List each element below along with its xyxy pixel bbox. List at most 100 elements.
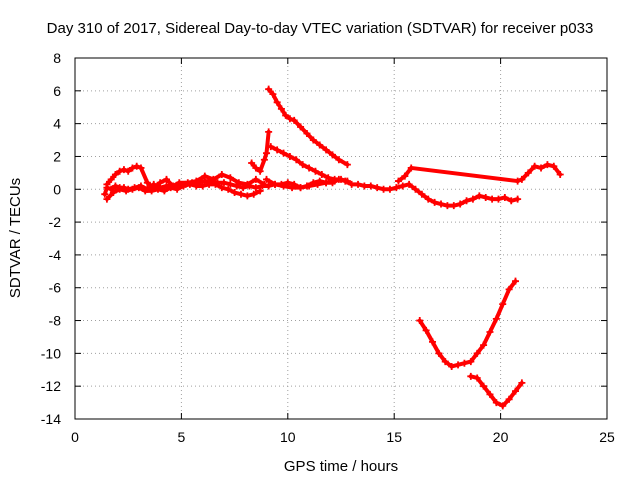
- data-point-marker: [401, 172, 409, 180]
- data-point-marker: [367, 182, 375, 190]
- data-point-marker: [243, 192, 251, 200]
- series-segment: [481, 330, 492, 348]
- data-point-marker: [460, 359, 468, 367]
- data-point-marker: [141, 187, 149, 195]
- data-point-marker: [273, 98, 281, 106]
- data-point-marker: [303, 129, 311, 137]
- data-point-marker: [407, 164, 415, 172]
- data-point-marker: [518, 379, 526, 387]
- data-point-marker: [252, 184, 260, 192]
- data-point-marker: [101, 190, 109, 198]
- data-point-marker: [309, 136, 317, 144]
- data-point-marker: [192, 182, 200, 190]
- data-point-marker: [448, 362, 456, 370]
- data-point-marker: [160, 187, 168, 195]
- data-point-marker: [282, 111, 290, 119]
- data-point-marker: [511, 387, 519, 395]
- data-point-marker: [180, 182, 188, 190]
- data-point-marker: [273, 146, 281, 154]
- data-point-marker: [386, 185, 394, 193]
- data-point-marker: [473, 374, 481, 382]
- data-point-marker: [531, 162, 539, 170]
- data-point-marker: [103, 195, 111, 203]
- data-point-marker: [305, 182, 313, 190]
- data-point-marker: [290, 116, 298, 124]
- data-point-marker: [263, 149, 271, 157]
- y-tick-label: 8: [53, 50, 61, 66]
- data-point-marker: [265, 182, 273, 190]
- data-point-marker: [505, 285, 513, 293]
- data-point-marker: [482, 193, 490, 201]
- data-point-marker: [156, 179, 164, 187]
- data-point-marker: [411, 185, 419, 193]
- data-point-marker: [543, 161, 551, 169]
- data-point-marker: [111, 182, 119, 190]
- series-pre-arc: [248, 128, 273, 175]
- data-point-marker: [209, 175, 217, 183]
- data-point-marker: [501, 193, 509, 201]
- data-point-marker: [511, 277, 519, 285]
- series-lower-curve: [467, 372, 526, 410]
- data-point-marker: [354, 180, 362, 188]
- data-point-marker: [314, 180, 322, 188]
- data-point-marker: [288, 184, 296, 192]
- data-point-marker: [173, 185, 181, 193]
- data-point-marker: [252, 175, 260, 183]
- data-point-marker: [324, 174, 332, 182]
- data-point-marker: [311, 167, 319, 175]
- data-point-marker: [348, 180, 356, 188]
- data-point-marker: [328, 151, 336, 159]
- data-point-marker: [220, 179, 228, 187]
- data-point-marker: [316, 141, 324, 149]
- data-point-marker: [128, 185, 136, 193]
- y-tick-label: -12: [41, 378, 61, 394]
- data-point-marker: [256, 187, 264, 195]
- data-point-marker: [418, 190, 426, 198]
- data-point-marker: [480, 341, 488, 349]
- x-tick-label: 0: [71, 429, 79, 445]
- data-point-marker: [218, 171, 226, 179]
- data-point-marker: [499, 402, 507, 410]
- series-upper-band: [103, 162, 268, 192]
- data-point-marker: [297, 184, 305, 192]
- data-point-marker: [286, 152, 294, 160]
- data-point-marker: [292, 156, 300, 164]
- series-segment: [494, 302, 505, 321]
- data-point-marker: [286, 115, 294, 123]
- data-point-marker: [550, 162, 558, 170]
- data-point-marker: [256, 167, 264, 175]
- data-point-marker: [343, 177, 351, 185]
- y-tick-label: 4: [53, 116, 61, 132]
- data-point-marker: [514, 177, 522, 185]
- data-point-marker: [499, 300, 507, 308]
- data-point-marker: [120, 166, 128, 174]
- data-point-marker: [514, 195, 522, 203]
- data-point-marker: [143, 179, 151, 187]
- data-point-marker: [331, 177, 339, 185]
- data-point-marker: [488, 195, 496, 203]
- y-tick-label: 0: [53, 181, 61, 197]
- data-point-marker: [252, 164, 260, 172]
- plot-frame: [74, 57, 608, 420]
- data-point-marker: [437, 200, 445, 208]
- series-high-arc: [265, 85, 351, 169]
- y-tick-label: -6: [49, 280, 62, 296]
- data-point-marker: [405, 180, 413, 188]
- data-point-marker: [271, 180, 279, 188]
- data-point-marker: [218, 184, 226, 192]
- series-segment: [551, 164, 563, 177]
- data-point-marker: [133, 162, 141, 170]
- series-mid-arc: [267, 143, 351, 185]
- data-point-marker: [524, 169, 532, 177]
- data-point-marker: [518, 175, 526, 183]
- data-point-marker: [335, 156, 343, 164]
- data-point-marker: [492, 399, 500, 407]
- data-point-marker: [116, 185, 124, 193]
- data-points: [101, 85, 564, 410]
- data-point-marker: [135, 184, 143, 192]
- data-point-marker: [486, 328, 494, 336]
- data-point-marker: [318, 171, 326, 179]
- data-point-marker: [265, 85, 273, 93]
- data-point-marker: [137, 164, 145, 172]
- data-point-marker: [124, 167, 132, 175]
